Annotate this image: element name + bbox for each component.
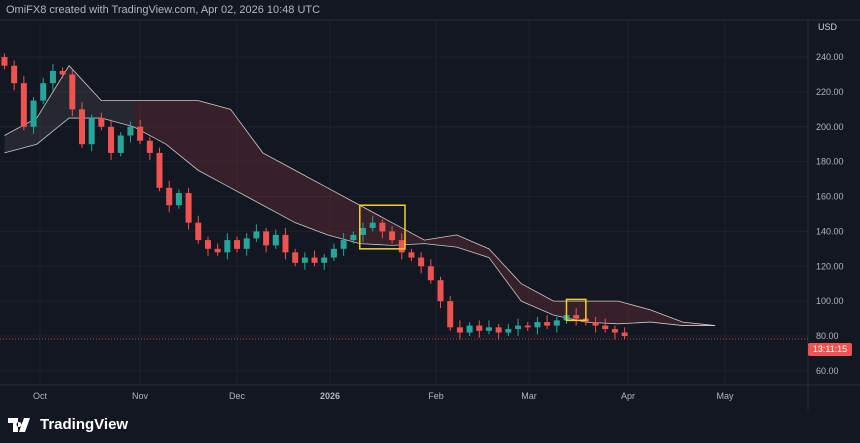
y-tick-label: 100.00 [816, 296, 844, 306]
last-price-label: 13:11:15 [808, 343, 852, 356]
candle-body [204, 240, 211, 249]
candle-body [602, 325, 609, 330]
ichimoku-cloud-red [133, 100, 716, 326]
x-tick-label: 2026 [320, 391, 340, 401]
candle-body [69, 74, 76, 110]
candle-body [272, 234, 279, 246]
candle-body [88, 118, 95, 145]
x-tick-label: Apr [621, 391, 635, 401]
plot-background [0, 20, 860, 410]
attribution-text: OmiFX8 created with TradingView.com, Apr… [6, 4, 321, 16]
candle-body [369, 222, 376, 228]
candle-body [350, 234, 357, 241]
candle-body [214, 248, 221, 253]
candle-body [156, 152, 163, 188]
candle-body [98, 118, 105, 127]
candle-body [253, 231, 260, 239]
candle-body [321, 257, 328, 263]
x-tick-label: Mar [521, 391, 537, 401]
y-tick-label: 60.00 [816, 366, 839, 376]
y-tick-label: 220.00 [816, 87, 844, 97]
candle-body [282, 234, 289, 253]
highlight-box [565, 298, 587, 322]
candle-body [117, 135, 124, 153]
x-tick-label: May [716, 391, 734, 401]
candle-body [108, 126, 115, 153]
tradingview-logo-icon [8, 417, 30, 432]
candle-body [234, 240, 241, 249]
ichimoku-cloud-gray [4, 65, 134, 153]
candle-body [146, 140, 153, 153]
candle-body [330, 248, 337, 258]
candle-body [427, 266, 434, 281]
candle-body [78, 109, 85, 145]
candle-body [611, 329, 618, 333]
candle-body [30, 100, 37, 127]
candle-body [311, 257, 318, 263]
candle-body [573, 315, 580, 319]
candle-body [292, 252, 299, 263]
highlight-box [359, 204, 406, 250]
currency-label: USD [818, 22, 838, 32]
brand-name: TradingView [40, 416, 129, 433]
candle-body [379, 222, 386, 232]
candle-body [592, 322, 599, 326]
candle-body [495, 327, 502, 333]
candle-body [40, 83, 47, 101]
candle-body [485, 327, 492, 331]
candle-body [301, 257, 308, 263]
candle-body [544, 322, 551, 326]
candle-body [418, 257, 425, 267]
candle-body [11, 65, 18, 84]
candle-body [398, 240, 405, 253]
candle-body [1, 57, 8, 66]
candle-body [127, 126, 134, 136]
candle-body [524, 325, 531, 328]
tradingview-logo: TradingView [8, 416, 128, 433]
candle-body [49, 70, 56, 84]
candle-body [553, 320, 560, 326]
candle-body [476, 325, 483, 331]
candle-body [195, 222, 202, 241]
y-tick-label: 240.00 [816, 52, 844, 62]
y-tick-label: 140.00 [816, 226, 844, 236]
candle-body [59, 70, 66, 75]
candle-body [20, 83, 27, 127]
candle-body [466, 325, 473, 333]
y-tick-label: 180.00 [816, 157, 844, 167]
candle-body [515, 325, 522, 330]
candle-body [408, 252, 415, 258]
candle-body [224, 240, 231, 253]
x-tick-label: Nov [132, 391, 149, 401]
candle-body [185, 193, 192, 223]
y-tick-label: 120.00 [816, 261, 844, 271]
candle-body [534, 322, 541, 328]
candle-body [243, 238, 250, 249]
candle-body [360, 227, 366, 235]
candle-body [340, 240, 347, 249]
y-tick-label: 160.00 [816, 192, 844, 202]
candle-body [166, 187, 173, 206]
candle-body [175, 193, 182, 206]
candle-body [437, 280, 444, 302]
candle-body [456, 327, 463, 333]
x-tick-label: Feb [428, 391, 444, 401]
candle-body [389, 231, 396, 241]
candle-body [447, 301, 454, 328]
x-tick-label: Oct [33, 391, 48, 401]
price-chart[interactable]: 60.00 80.00 100.00 120.00 140.00 160.00 180.00… [0, 0, 860, 410]
y-tick-label: 80.00 [816, 331, 839, 341]
candle-body [621, 332, 628, 337]
candle-body [137, 126, 144, 141]
y-tick-label: 200.00 [816, 122, 844, 132]
x-tick-label: Dec [229, 391, 246, 401]
candle-body [263, 231, 270, 246]
candle-body [505, 329, 512, 333]
